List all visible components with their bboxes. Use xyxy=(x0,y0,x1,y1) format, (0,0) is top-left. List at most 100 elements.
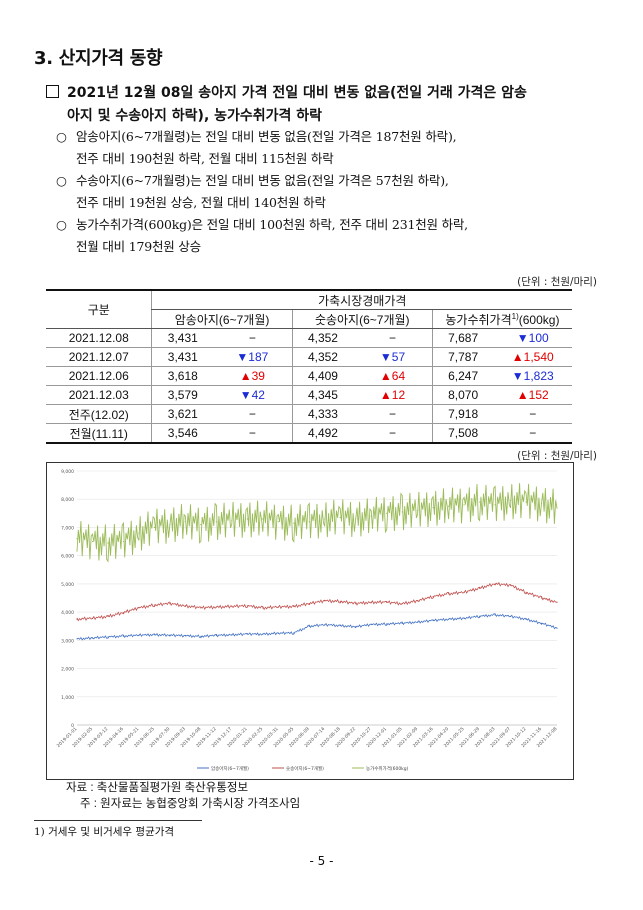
y-tick-label: 9,000 xyxy=(61,469,74,475)
data-point xyxy=(138,607,140,609)
data-point xyxy=(215,634,217,637)
data-point xyxy=(370,601,372,603)
data-point xyxy=(525,618,527,620)
data-point xyxy=(200,635,202,637)
data-point xyxy=(509,584,512,586)
male-price: 4,352 xyxy=(291,347,354,367)
header-farm-footnote-mark: 1) xyxy=(511,311,519,321)
data-point xyxy=(525,591,527,593)
data-point xyxy=(91,617,94,619)
header-group: 구분 xyxy=(46,289,152,329)
data-point xyxy=(308,625,310,627)
legend-label: 농가수취가격(600kg) xyxy=(366,765,409,772)
data-point xyxy=(184,635,186,637)
table-row: 전주(12.02) 3,621−4,333−7,918− xyxy=(46,404,572,424)
header-farm-label: 농가수취가격 xyxy=(445,312,512,327)
data-point xyxy=(277,632,279,634)
farm-change: − xyxy=(493,423,572,444)
circle-bullet-icon: ○ xyxy=(56,129,67,144)
table-row: 2021.12.07 3,431 ▼187 4,352 ▼57 7,787 ▲1,540 xyxy=(46,347,572,367)
female-price: 3,618 xyxy=(151,366,214,386)
table-row: 전월(11.11) 3,546−4,492−7,508− xyxy=(46,423,572,444)
data-point xyxy=(509,615,512,617)
data-point xyxy=(339,516,341,519)
farm-price: 7,687 xyxy=(431,328,494,348)
row-date: 전주(12.02) xyxy=(46,404,152,424)
male-change: − xyxy=(353,404,433,424)
data-point xyxy=(169,524,171,526)
series-line xyxy=(76,581,558,622)
header-farm-unit: (600kg) xyxy=(518,312,560,327)
data-point xyxy=(76,538,78,540)
data-point xyxy=(246,605,248,607)
footnote: 1) 거세우 및 비거세우 평균가격 xyxy=(34,826,175,838)
data-point xyxy=(91,637,94,639)
data-point xyxy=(386,512,388,514)
male-change: − xyxy=(353,328,433,348)
data-point xyxy=(76,618,78,620)
data-point xyxy=(339,600,341,602)
farm-change: ▲152 xyxy=(493,385,572,405)
y-tick-label: 5,000 xyxy=(61,582,74,588)
data-point xyxy=(308,521,310,523)
data-point xyxy=(107,542,109,544)
data-point xyxy=(231,519,233,521)
data-point xyxy=(540,597,543,599)
bullet-line2: 전주 대비 190천원 하락, 전월 대비 115천원 하락 xyxy=(76,151,334,166)
data-point xyxy=(478,587,481,589)
farm-price: 8,070 xyxy=(431,385,494,405)
chart-unit: (단위 : 천원/마리) xyxy=(517,450,597,462)
male-change: ▼57 xyxy=(353,347,433,367)
data-point xyxy=(293,632,295,634)
female-change: ▼187 xyxy=(213,347,293,367)
y-tick-label: 8,000 xyxy=(61,497,74,503)
data-point xyxy=(91,540,94,543)
row-date: 2021.12.06 xyxy=(46,366,152,386)
data-point xyxy=(509,500,512,502)
male-change: ▲12 xyxy=(353,385,433,405)
data-point xyxy=(478,615,481,617)
female-price: 3,431 xyxy=(151,347,214,367)
data-point xyxy=(448,505,450,507)
bullet-line1: 농가수취가격(600kg)은 전일 대비 100천원 하락, 전주 대비 231… xyxy=(76,217,468,232)
female-price: 3,621 xyxy=(151,404,214,424)
bullet-item: ○ 농가수취가격(600kg)은 전일 대비 100천원 하락, 전주 대비 2… xyxy=(56,214,616,258)
data-point xyxy=(184,521,186,523)
female-price: 3,431 xyxy=(151,328,214,348)
data-point xyxy=(448,618,450,620)
data-point xyxy=(556,601,558,603)
data-point xyxy=(76,638,78,640)
bullet-line2: 전월 대비 179천원 상승 xyxy=(76,239,201,254)
row-date: 2021.12.07 xyxy=(46,347,152,367)
data-point xyxy=(200,607,202,609)
data-point xyxy=(355,626,357,628)
table-unit: (단위 : 천원/마리) xyxy=(517,276,597,288)
farm-change: ▲1,540 xyxy=(493,347,572,367)
male-change: − xyxy=(353,423,433,444)
data-point xyxy=(370,515,372,517)
y-tick-label: 4,000 xyxy=(61,610,74,616)
data-point xyxy=(246,633,248,635)
data-point xyxy=(556,507,558,509)
headline-line2: 아지 및 수송아지 하락), 농가수취가격 하락 xyxy=(67,108,323,124)
data-point xyxy=(432,619,434,622)
legend-label: 숫송아지(6~7개월) xyxy=(286,765,324,772)
y-tick-label: 7,000 xyxy=(61,525,74,531)
legend-label: 암송아지(6~7개월) xyxy=(211,765,249,772)
data-point xyxy=(153,634,156,636)
data-point xyxy=(417,600,419,602)
data-point xyxy=(463,591,465,593)
price-table: 구분 가축시장경매가격 암송아지(6~7개월) 숫송아지(6~7개월) 농가수취… xyxy=(46,289,572,444)
data-point xyxy=(494,583,496,585)
bullet-line1: 암송아지(6~7개월령)는 전일 대비 변동 없음(전일 가격은 187천원 하… xyxy=(76,129,457,144)
data-point xyxy=(432,507,434,509)
circle-bullet-icon: ○ xyxy=(56,173,67,188)
male-change: ▲64 xyxy=(353,366,433,386)
y-tick-label: 1,000 xyxy=(61,695,74,701)
y-tick-label: 0 xyxy=(71,723,74,729)
data-point xyxy=(448,593,450,595)
y-tick-label: 2,000 xyxy=(61,667,74,673)
header-farm: 농가수취가격1)(600kg) xyxy=(431,309,572,329)
data-point xyxy=(277,521,279,523)
headline: 2021년 12월 08일 송아지 가격 전일 대비 변동 없음(전일 거래 가… xyxy=(46,82,606,128)
